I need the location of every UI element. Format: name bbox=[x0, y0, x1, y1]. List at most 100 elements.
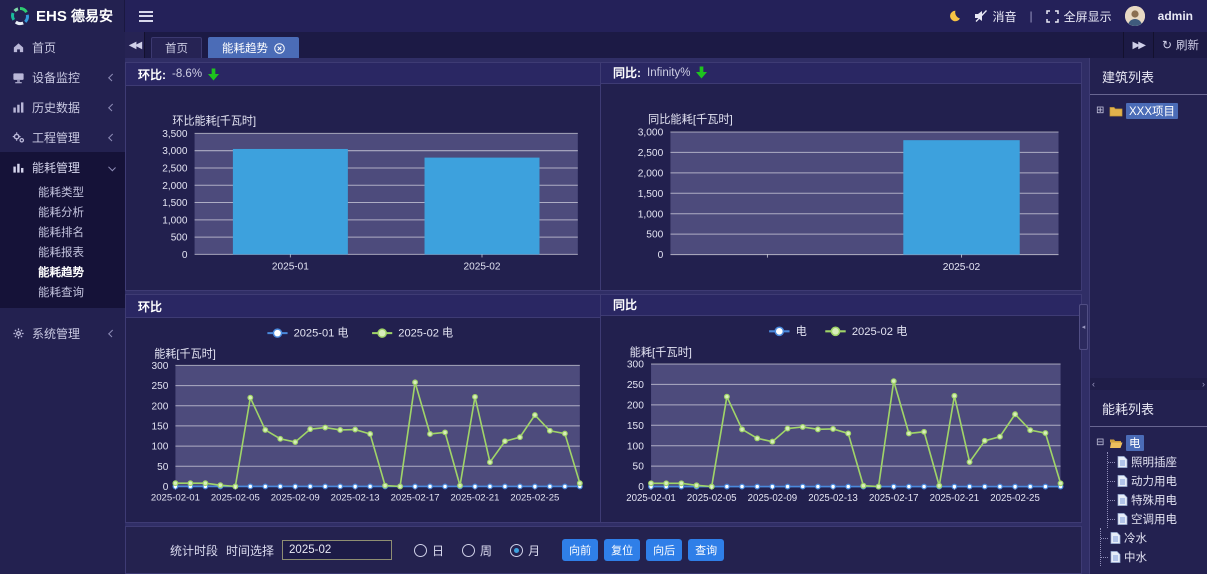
tongbi-bar-chart[interactable]: 同比能耗[千瓦时] 0 500 1,000 1,500 2,000 2,500 3,000 20… bbox=[601, 84, 1081, 290]
tabs-scroll-right-button[interactable]: ▶▶ bbox=[1122, 32, 1153, 58]
svg-text:2025-02-01: 2025-02-01 bbox=[626, 493, 676, 504]
svg-text:2025-02 电: 2025-02 电 bbox=[398, 327, 453, 340]
svg-text:300: 300 bbox=[627, 359, 644, 370]
logo-area: EHS 德易安 bbox=[0, 0, 125, 32]
building-tree: ⊞ XXX项目 bbox=[1090, 95, 1207, 126]
energy-tree-item-special[interactable]: 特殊用电 bbox=[1108, 490, 1203, 509]
right-panel-collapse-handle[interactable]: ◂ bbox=[1079, 304, 1088, 350]
radio-week-dot[interactable] bbox=[462, 543, 476, 557]
energy-tree-item-power[interactable]: 动力用电 bbox=[1108, 471, 1203, 490]
sidebar-item-device-monitor[interactable]: 设备监控 bbox=[0, 62, 125, 92]
svg-text:2025-02-21: 2025-02-21 bbox=[930, 493, 980, 504]
hamburger-menu-icon[interactable] bbox=[139, 10, 153, 22]
sidebar-subitem-energy-query[interactable]: 能耗查询 bbox=[38, 287, 84, 299]
scroll-left-icon[interactable]: ‹ bbox=[1092, 379, 1095, 389]
tongbi-line-chart[interactable]: 电 2025-02 电能耗[千瓦时] 0 50 100 150 200 250 300 2025-… bbox=[601, 316, 1081, 522]
sidebar-item-home[interactable]: 首页 bbox=[0, 32, 125, 62]
radio-week[interactable]: 周 bbox=[462, 542, 492, 559]
energy-item-label: 冷水 bbox=[1124, 532, 1147, 545]
topbar-right: 消音 | 全屏显示 admin bbox=[947, 6, 1207, 26]
energy-item-label: 电 bbox=[1126, 434, 1144, 451]
time-input[interactable] bbox=[282, 540, 393, 560]
sidebar-item-system-management[interactable]: 系统管理 bbox=[0, 318, 125, 348]
svg-text:100: 100 bbox=[152, 442, 169, 453]
charts-row-top: 环比: -8.6% 环比能耗[千瓦时] 0 500 1,000 1,500 2,000 2,… bbox=[125, 62, 1082, 291]
building-list-title: 建筑列表 bbox=[1090, 58, 1207, 95]
close-tab-icon[interactable] bbox=[274, 42, 285, 54]
svg-text:3,000: 3,000 bbox=[638, 127, 664, 138]
svg-text:能耗[千瓦时]: 能耗[千瓦时] bbox=[630, 345, 692, 359]
mute-label: 消音 bbox=[992, 9, 1017, 24]
energy-tree-item-reclaimed-water[interactable]: 中水 bbox=[1101, 547, 1203, 566]
energy-list-section: 能耗列表 ⊟ 电 照明插座 bbox=[1090, 390, 1207, 574]
energy-root-siblings: 冷水 中水 bbox=[1100, 528, 1203, 566]
tab-label: 首页 bbox=[165, 43, 188, 55]
username[interactable]: admin bbox=[1157, 9, 1193, 23]
energy-tree-item-hvac[interactable]: 空调用电 bbox=[1108, 509, 1203, 528]
next-button[interactable]: 向后 bbox=[646, 539, 683, 561]
previous-button[interactable]: 向前 bbox=[562, 539, 599, 561]
mute-control[interactable]: 消音 bbox=[974, 8, 1017, 25]
mute-speaker-icon bbox=[974, 10, 987, 22]
svg-text:2025-02-05: 2025-02-05 bbox=[687, 493, 737, 504]
query-button[interactable]: 查询 bbox=[688, 539, 725, 561]
refresh-button[interactable]: ↻ 刷新 bbox=[1152, 32, 1207, 58]
sidebar-subitem-energy-trend[interactable]: 能耗趋势 bbox=[38, 267, 84, 279]
tabbar-right-controls: ▶▶ ↻ 刷新 bbox=[1122, 32, 1207, 58]
scroll-right-icon[interactable]: › bbox=[1202, 379, 1205, 389]
svg-text:2,000: 2,000 bbox=[638, 168, 664, 179]
sidebar-item-engineering[interactable]: 工程管理 bbox=[0, 122, 125, 152]
sidebar-subitem-energy-type[interactable]: 能耗类型 bbox=[38, 187, 84, 199]
brand-rest: 德易安 bbox=[71, 8, 114, 24]
sidebar-subitem-energy-ranking[interactable]: 能耗排名 bbox=[38, 227, 84, 239]
energy-tree-item-lighting[interactable]: 照明插座 bbox=[1108, 452, 1203, 471]
building-tree-item-project[interactable]: ⊞ XXX项目 bbox=[1094, 101, 1203, 120]
time-select-label: 时间选择 bbox=[226, 543, 275, 558]
svg-text:环比能耗[千瓦时]: 环比能耗[千瓦时] bbox=[172, 114, 256, 128]
huanbi-line-chart[interactable]: 2025-01 电 2025-02 电能耗[千瓦时] 0 50 100 150 200 250… bbox=[126, 318, 600, 522]
huanbi-bar-panel: 环比: -8.6% 环比能耗[千瓦时] 0 500 1,000 1,500 2,000 2,… bbox=[125, 62, 601, 291]
sidebar-subitem-energy-analysis[interactable]: 能耗分析 bbox=[38, 207, 84, 219]
tongbi-line-chart-body: 电 2025-02 电能耗[千瓦时] 0 50 100 150 200 250 300 2025-… bbox=[601, 316, 1081, 522]
radio-day[interactable]: 日 bbox=[414, 542, 444, 559]
history-chart-icon bbox=[13, 101, 24, 113]
tabs-scroll-left-button[interactable]: ◀◀ bbox=[125, 32, 145, 58]
radio-day-dot[interactable] bbox=[414, 543, 428, 557]
radio-day-label: 日 bbox=[432, 543, 445, 558]
sidebar-subitem-energy-report[interactable]: 能耗报表 bbox=[38, 247, 84, 259]
svg-text:150: 150 bbox=[152, 422, 169, 433]
tab-label: 能耗趋势 bbox=[222, 43, 268, 55]
sidebar-item-energy-management[interactable]: 能耗管理 bbox=[0, 152, 125, 182]
sidebar-item-history-data[interactable]: 历史数据 bbox=[0, 92, 125, 122]
radio-month-dot[interactable] bbox=[510, 543, 524, 557]
topbar: EHS 德易安 消音 | 全屏显示 admin bbox=[0, 0, 1207, 32]
fullscreen-control[interactable]: 全屏显示 bbox=[1045, 8, 1112, 25]
expand-plus-icon[interactable]: ⊞ bbox=[1096, 104, 1105, 116]
charts-area: 环比: -8.6% 环比能耗[千瓦时] 0 500 1,000 1,500 2,000 2,… bbox=[125, 58, 1082, 574]
fullscreen-icon bbox=[1045, 9, 1059, 23]
tongbi-stat-header: 同比: Infinity% bbox=[601, 63, 1081, 84]
fullscreen-label: 全屏显示 bbox=[1063, 9, 1112, 24]
tab-home[interactable]: 首页 bbox=[151, 37, 202, 58]
chevron-down-icon bbox=[108, 163, 116, 171]
moon-icon[interactable] bbox=[947, 9, 961, 23]
huanbi-value: -8.6% bbox=[172, 68, 203, 81]
energy-tree-item-electricity[interactable]: ⊟ 电 bbox=[1094, 433, 1203, 452]
tab-energy-trend[interactable]: 能耗趋势 bbox=[208, 37, 299, 58]
collapse-minus-icon[interactable]: ⊟ bbox=[1096, 436, 1105, 448]
building-horizontal-scrollbar[interactable]: ‹ › bbox=[1090, 378, 1207, 390]
chevron-left-icon bbox=[108, 103, 116, 111]
sidebar-item-label: 工程管理 bbox=[32, 130, 81, 145]
reset-button[interactable]: 复位 bbox=[604, 539, 641, 561]
bar-chart-icon bbox=[13, 163, 24, 173]
svg-text:2025-02-21: 2025-02-21 bbox=[450, 493, 499, 504]
folder-open-icon bbox=[1110, 439, 1123, 448]
radio-month[interactable]: 月 bbox=[510, 542, 540, 559]
huanbi-bar-chart[interactable]: 环比能耗[千瓦时] 0 500 1,000 1,500 2,000 2,500 3,000 3,… bbox=[126, 86, 600, 290]
gears-icon bbox=[12, 131, 25, 143]
avatar[interactable] bbox=[1124, 6, 1145, 26]
energy-tree-item-cold-water[interactable]: 冷水 bbox=[1101, 528, 1203, 547]
main-area: ◀◀ 首页 能耗趋势 ▶▶ ↻ 刷新 环比: -8.6% bbox=[125, 32, 1207, 574]
svg-text:电: 电 bbox=[796, 325, 807, 338]
brand-text: EHS 德易安 bbox=[36, 6, 113, 26]
